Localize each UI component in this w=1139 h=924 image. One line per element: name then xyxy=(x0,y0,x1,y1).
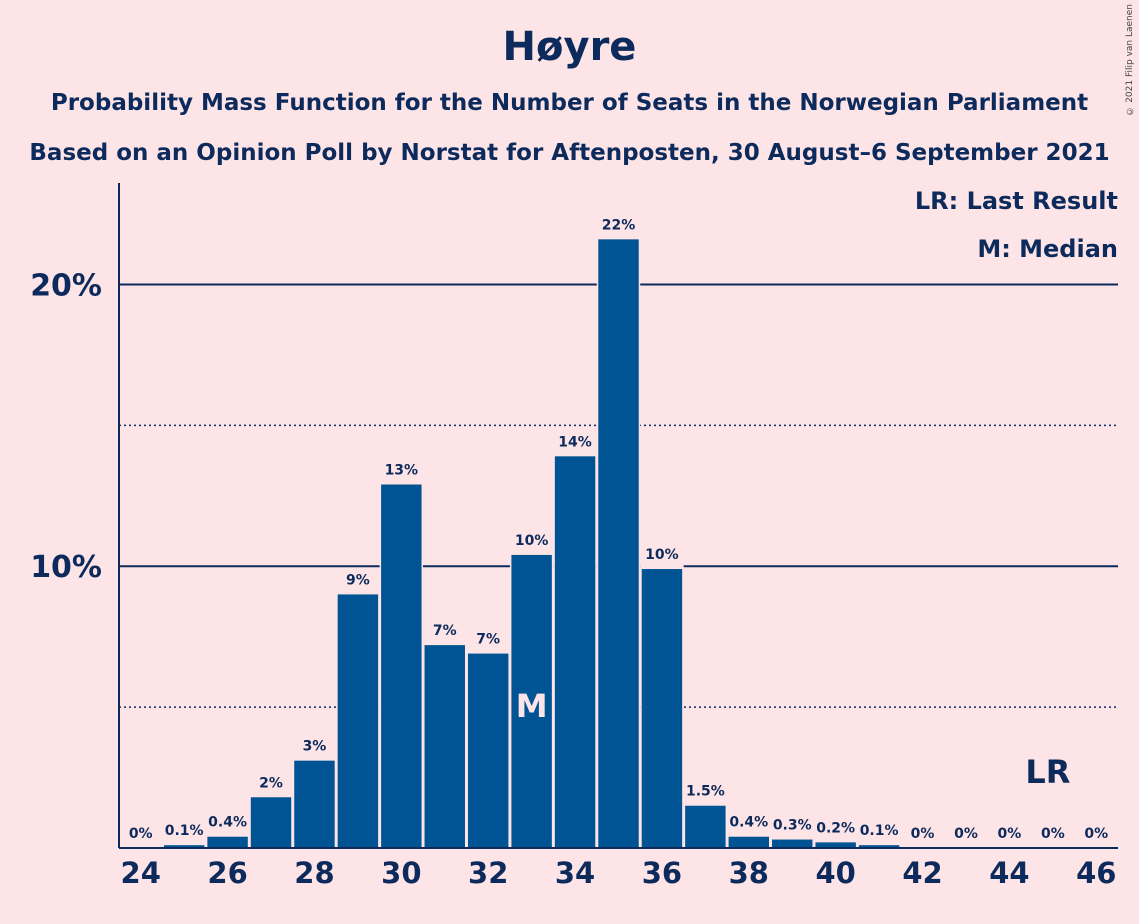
x-tick-label: 46 xyxy=(1076,856,1116,890)
bar-label-seat-28: 3% xyxy=(303,739,327,755)
x-tick-labels: 24 26 28 30 32 34 36 38 40 42 44 46 xyxy=(121,856,1117,890)
bar-seat-34 xyxy=(554,456,596,848)
x-tick-label: 32 xyxy=(468,856,508,890)
bar-seat-25 xyxy=(163,845,205,848)
bar-seat-38 xyxy=(728,836,770,848)
markers: M LR xyxy=(516,687,1071,791)
bar-label-seat-27: 2% xyxy=(259,775,283,791)
bar-label-seat-43: 0% xyxy=(954,826,978,842)
bar-seat-40 xyxy=(815,842,856,848)
bar-label-seat-25: 0.1% xyxy=(165,823,204,839)
bar-label-seat-42: 0% xyxy=(911,826,935,842)
bar-value-labels: 0% 0.1%0.4%2%3%9%13%7%7%10%14%22%10%1.5%0… xyxy=(129,217,1108,842)
bar-label-seat-33: 10% xyxy=(515,533,549,549)
bar-gap xyxy=(857,837,901,848)
bar-seat-41 xyxy=(858,845,900,848)
x-tick-label: 26 xyxy=(207,856,247,890)
bar-seat-26 xyxy=(207,836,248,848)
chart-subtitle: Probability Mass Function for the Number… xyxy=(50,90,1089,116)
x-tick-label: 40 xyxy=(815,856,855,890)
bar-gap xyxy=(1031,840,1075,848)
x-tick-label: 38 xyxy=(729,856,769,890)
legend: LR: Last Result M: Median xyxy=(915,187,1118,263)
bar-seat-32 xyxy=(467,653,509,848)
chart-title: Høyre xyxy=(502,24,637,70)
last-result-marker: LR xyxy=(1025,753,1070,791)
bar-seat-39 xyxy=(772,839,813,848)
y-tick-label: 20% xyxy=(30,268,102,303)
bar-seat-36 xyxy=(641,569,683,848)
bar-seat-30 xyxy=(381,484,422,848)
bar-label-seat-32: 7% xyxy=(476,632,500,648)
bar-label-seat-36: 10% xyxy=(645,547,679,563)
bar-label-seat-46: 0% xyxy=(1084,826,1108,842)
bar-label-seat-41: 0.1% xyxy=(860,823,899,839)
bar-seat-33 xyxy=(511,554,552,848)
legend-entry: LR: Last Result xyxy=(915,187,1118,215)
bar-label-seat-45: 0% xyxy=(1041,826,1065,842)
chart-subtitle-poll: Based on an Opinion Poll by Norstat for … xyxy=(29,140,1110,166)
bar-gap xyxy=(119,840,163,848)
bar-seat-35 xyxy=(598,239,639,848)
bar-label-seat-31: 7% xyxy=(433,623,457,639)
x-tick-label: 28 xyxy=(294,856,334,890)
x-tick-label: 30 xyxy=(381,856,421,890)
bar-label-seat-24: 0% xyxy=(129,826,153,842)
bar-seat-27 xyxy=(250,797,292,848)
bar-gap xyxy=(1074,840,1118,848)
y-tick-labels: 10% 20% xyxy=(30,268,102,585)
x-tick-label: 34 xyxy=(555,856,595,890)
bar-label-seat-37: 1.5% xyxy=(686,784,725,800)
bar-gap xyxy=(900,840,945,848)
bar-gap xyxy=(944,840,988,848)
bar-label-seat-39: 0.3% xyxy=(773,818,812,834)
x-tick-label: 36 xyxy=(642,856,682,890)
bar-label-seat-34: 14% xyxy=(558,434,592,450)
median-marker: M xyxy=(516,687,548,725)
bar-gap xyxy=(987,840,1032,848)
bar-seat-29 xyxy=(337,594,379,848)
x-tick-label: 44 xyxy=(989,856,1029,890)
legend-entry: M: Median xyxy=(977,235,1118,263)
x-tick-label: 24 xyxy=(121,856,161,890)
bar-label-seat-38: 0.4% xyxy=(729,815,768,831)
bar-label-seat-44: 0% xyxy=(998,826,1022,842)
bar-gap xyxy=(162,837,206,848)
bar-seat-37 xyxy=(685,805,726,848)
bar-label-seat-29: 9% xyxy=(346,572,370,588)
bar-label-seat-40: 0.2% xyxy=(816,820,855,836)
bar-label-seat-30: 13% xyxy=(385,463,419,479)
bar-seat-28 xyxy=(294,760,335,848)
bar-label-seat-35: 22% xyxy=(602,217,636,233)
bar-seat-31 xyxy=(424,645,465,848)
bar-label-seat-26: 0.4% xyxy=(208,815,247,831)
bars xyxy=(119,231,1118,848)
axes xyxy=(118,183,1118,849)
x-tick-label: 42 xyxy=(902,856,942,890)
y-tick-label: 10% xyxy=(30,550,102,585)
